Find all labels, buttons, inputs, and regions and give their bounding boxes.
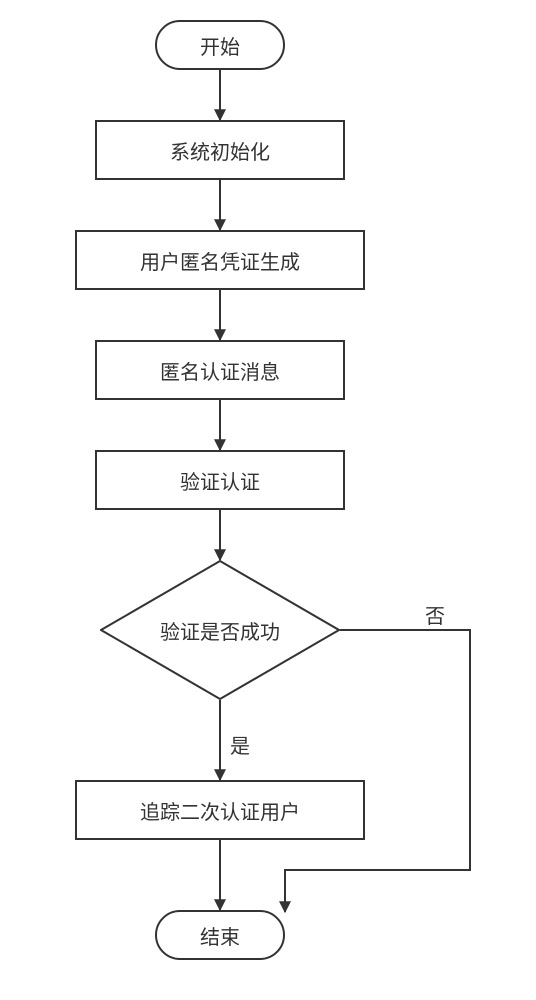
node-end: 结束: [155, 910, 285, 960]
node-msg-label: 匿名认证消息: [160, 356, 280, 385]
edge-label-no: 否: [425, 600, 445, 629]
node-start-label: 开始: [200, 31, 240, 60]
node-verify: 验证认证: [95, 450, 345, 510]
node-decide: 验证是否成功: [100, 560, 340, 700]
flowchart-canvas: 开始 系统初始化 用户匿名凭证生成 匿名认证消息 验证认证 验证是否成功 追踪二…: [0, 0, 536, 1000]
node-decide-label: 验证是否成功: [160, 616, 280, 645]
node-end-label: 结束: [200, 921, 240, 950]
node-gen: 用户匿名凭证生成: [75, 230, 365, 290]
node-verify-label: 验证认证: [180, 466, 260, 495]
node-track: 追踪二次认证用户: [75, 780, 365, 840]
node-track-label: 追踪二次认证用户: [140, 796, 300, 825]
node-start: 开始: [155, 20, 285, 70]
node-init-label: 系统初始化: [170, 136, 270, 165]
node-gen-label: 用户匿名凭证生成: [140, 246, 300, 275]
node-msg: 匿名认证消息: [95, 340, 345, 400]
node-init: 系统初始化: [95, 120, 345, 180]
edge-label-yes: 是: [230, 730, 250, 759]
